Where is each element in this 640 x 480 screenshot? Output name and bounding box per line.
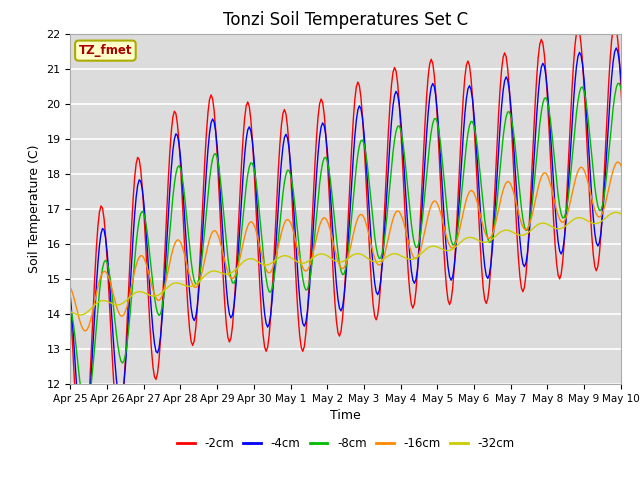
- Text: TZ_fmet: TZ_fmet: [79, 44, 132, 57]
- X-axis label: Time: Time: [330, 409, 361, 422]
- Legend: -2cm, -4cm, -8cm, -16cm, -32cm: -2cm, -4cm, -8cm, -16cm, -32cm: [172, 433, 519, 455]
- Title: Tonzi Soil Temperatures Set C: Tonzi Soil Temperatures Set C: [223, 11, 468, 29]
- Y-axis label: Soil Temperature (C): Soil Temperature (C): [28, 144, 41, 273]
